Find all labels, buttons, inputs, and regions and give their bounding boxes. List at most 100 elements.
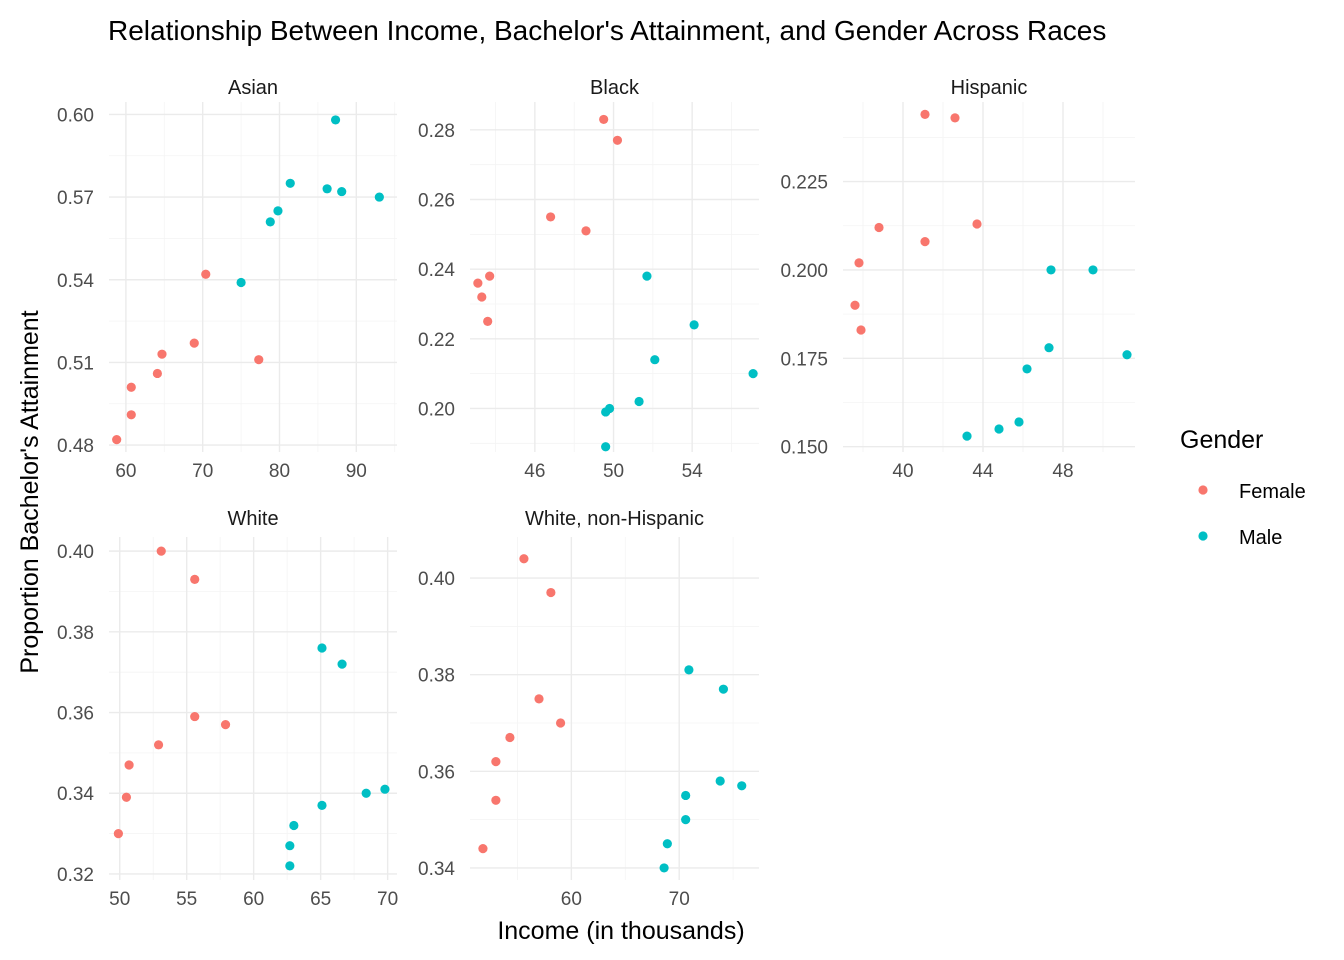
data-point-male (265, 217, 275, 227)
x-tick-label: 48 (1052, 461, 1073, 482)
y-tick-label: 0.34 (418, 859, 455, 880)
y-tick-label: 0.28 (418, 121, 455, 142)
data-point-male (715, 776, 725, 786)
y-tick-label: 0.26 (418, 191, 455, 212)
x-tick-label: 60 (561, 889, 582, 910)
data-point-male (681, 790, 691, 801)
y-axis-title: Proportion Bachelor's Attainment (16, 310, 44, 673)
data-point-female (126, 410, 136, 420)
data-point-female (612, 135, 623, 145)
x-tick-label: 60 (115, 461, 136, 482)
data-point-female (126, 382, 136, 392)
x-tick-label: 65 (310, 889, 331, 910)
facet-asian: 60 70 80 90 0.48 0.51 0.54 0.57 0.60 Asian (57, 77, 397, 482)
data-point-male (330, 115, 341, 125)
data-point-male (604, 403, 615, 414)
data-point-female (124, 760, 134, 770)
facet-white-non-hispanic: 60 70 0.34 0.36 0.38 0.40 White, non-Hispanic (418, 508, 759, 910)
legend-key-female (1198, 485, 1208, 495)
data-point-female (189, 338, 199, 348)
data-point-male (662, 839, 672, 849)
y-tick-label: 0.51 (57, 353, 94, 374)
data-point-female (854, 258, 864, 268)
data-point-female (156, 546, 166, 556)
data-point-male (748, 369, 758, 379)
data-point-female (477, 292, 487, 302)
data-point-female (555, 718, 566, 728)
data-point-male (659, 863, 669, 873)
data-point-male (337, 186, 347, 197)
data-point-female (491, 757, 501, 767)
x-tick-label: 50 (603, 461, 624, 482)
y-tick-label: 0.22 (418, 330, 455, 351)
data-point-female (874, 222, 884, 233)
data-point-male (718, 684, 729, 694)
data-point-male (273, 206, 283, 216)
data-point-male (1122, 350, 1132, 360)
data-point-female (201, 269, 211, 279)
data-point-female (534, 694, 544, 704)
x-tick-label: 55 (176, 889, 197, 910)
data-point-male (380, 784, 390, 794)
y-tick-label: 0.175 (780, 349, 828, 370)
facet-hispanic: 40 44 48 0.150 0.175 0.200 0.225 Hispanic (780, 77, 1135, 482)
facet-panels: 60 70 80 90 0.48 0.51 0.54 0.57 0.60 Asian 46 50 54 0… (57, 77, 1135, 910)
data-point-male (361, 788, 371, 798)
data-point-male (337, 659, 347, 669)
data-point-male (1014, 417, 1024, 427)
y-tick-label: 0.57 (57, 188, 94, 209)
data-point-female (121, 792, 132, 802)
x-tick-label: 60 (243, 889, 264, 910)
data-point-male (322, 184, 332, 194)
facet-strip-label: Asian (228, 77, 278, 99)
data-point-male (684, 665, 694, 675)
data-point-male (994, 424, 1004, 434)
data-point-male (317, 643, 327, 653)
facet-strip-label: Black (590, 77, 640, 99)
data-point-female (254, 355, 264, 365)
data-point-male (317, 800, 327, 810)
x-tick-label: 70 (669, 889, 690, 910)
y-tick-label: 0.24 (418, 260, 455, 281)
y-tick-label: 0.36 (418, 762, 455, 783)
y-tick-label: 0.200 (780, 261, 828, 282)
y-tick-label: 0.54 (57, 271, 94, 292)
data-point-male (1046, 265, 1056, 275)
y-tick-label: 0.60 (57, 105, 94, 126)
y-tick-label: 0.38 (418, 666, 455, 687)
data-point-female (546, 212, 556, 222)
chart-title: Relationship Between Income, Bachelor's … (108, 15, 1106, 46)
x-tick-label: 44 (972, 461, 994, 482)
data-point-male (374, 192, 384, 202)
data-point-female (920, 237, 930, 247)
x-tick-label: 50 (109, 889, 130, 910)
data-point-male (634, 396, 644, 407)
data-point-male (681, 815, 691, 825)
data-point-female (220, 720, 231, 730)
legend-key-male (1198, 531, 1208, 541)
data-point-female (473, 278, 483, 288)
data-point-female (152, 368, 162, 379)
x-tick-label: 70 (377, 889, 398, 910)
data-point-male (236, 277, 246, 288)
facet-strip-label: White, non-Hispanic (525, 508, 704, 530)
data-point-female (920, 109, 930, 119)
facet-strip-label: White (227, 508, 278, 530)
facet-strip-label: Hispanic (951, 77, 1028, 99)
data-point-male (962, 431, 972, 441)
y-tick-label: 0.38 (57, 623, 94, 644)
data-point-female (972, 219, 982, 229)
data-point-female (190, 574, 200, 584)
x-tick-label: 70 (192, 461, 213, 482)
legend-label-male: Male (1239, 527, 1282, 549)
y-tick-label: 0.225 (780, 173, 828, 194)
data-point-male (737, 781, 747, 791)
data-point-female (112, 434, 122, 445)
x-tick-label: 54 (682, 461, 704, 482)
legend-label-female: Female (1239, 481, 1306, 503)
data-point-female (856, 325, 866, 335)
data-point-female (850, 300, 860, 310)
data-point-female (581, 226, 591, 236)
y-tick-label: 0.20 (418, 399, 455, 420)
